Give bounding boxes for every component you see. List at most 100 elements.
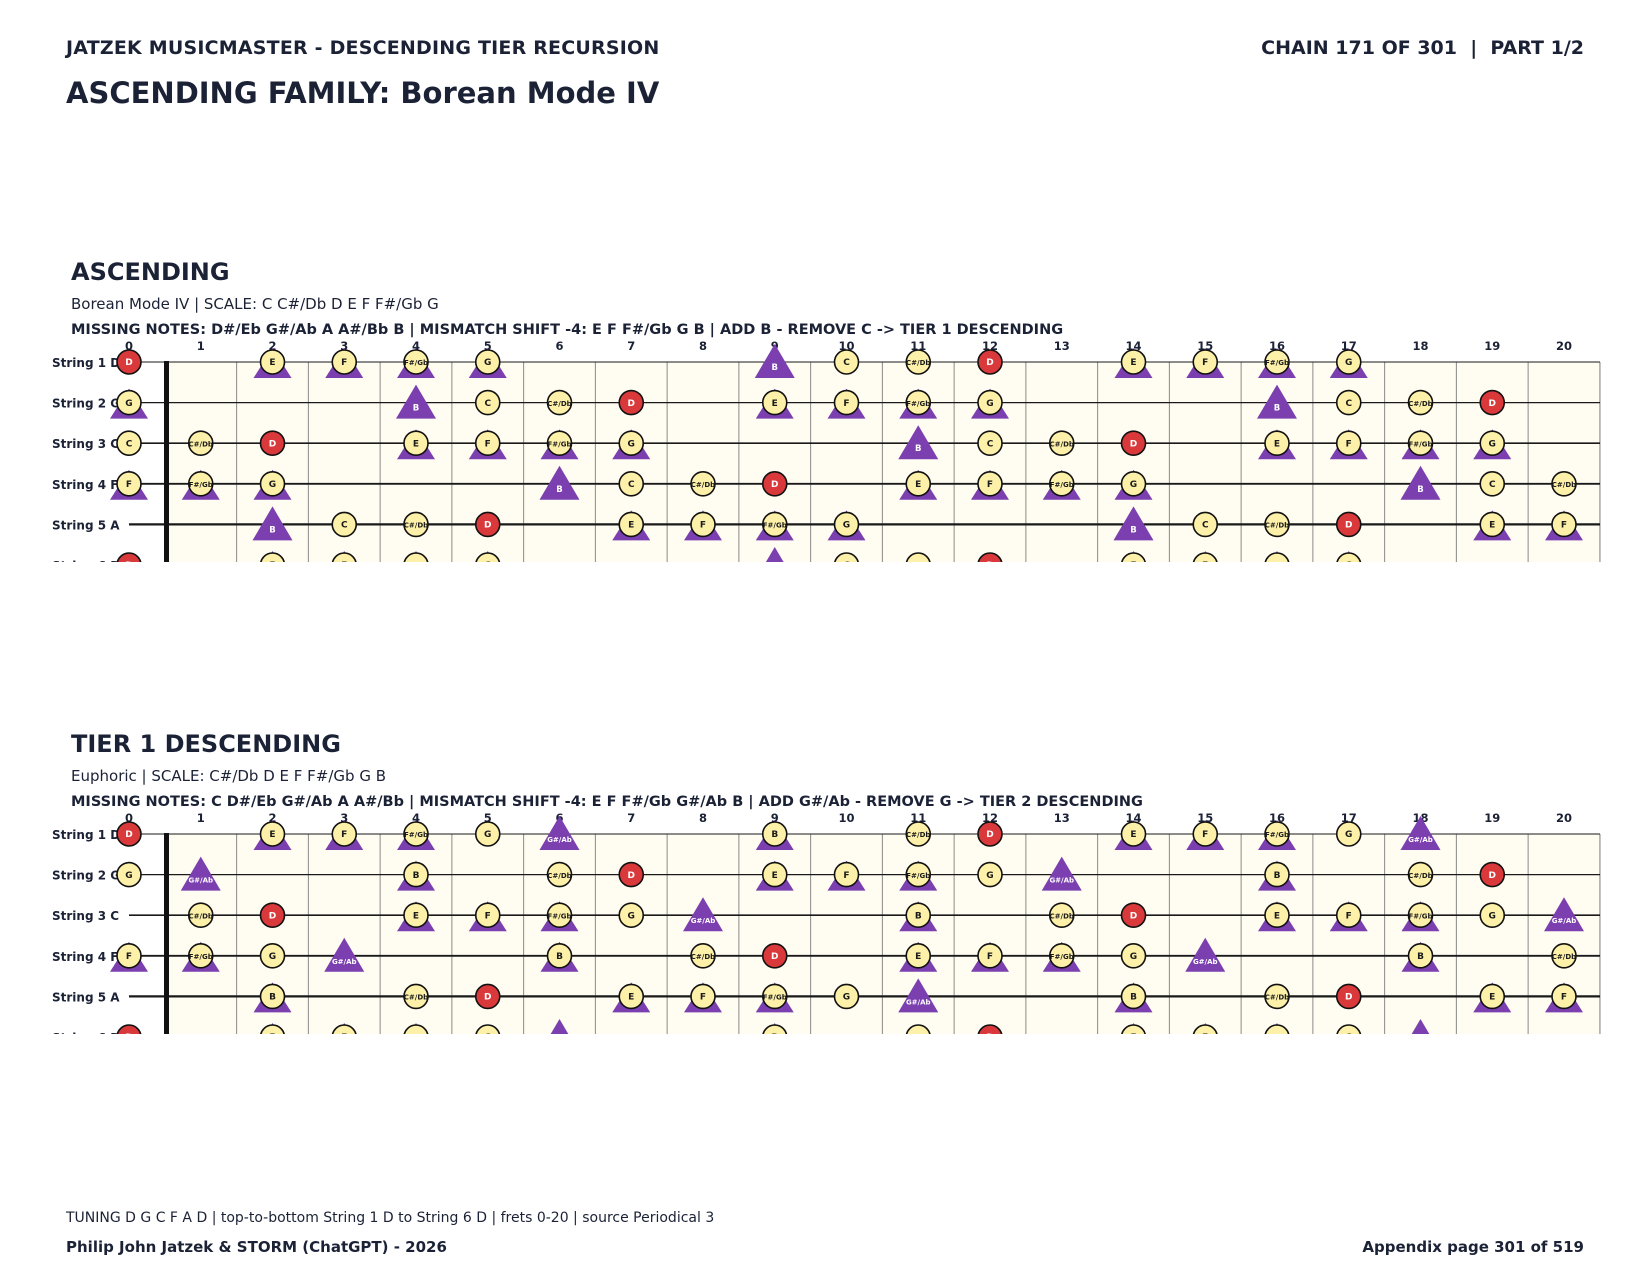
scale-note-marker <box>116 471 142 497</box>
scale-note-marker <box>690 943 716 969</box>
scale-note-marker <box>833 983 860 1010</box>
triangle-marker <box>1041 856 1082 891</box>
root-note-marker <box>259 430 286 456</box>
note-label: C#/Db <box>906 359 930 367</box>
fret-number: 12 <box>982 339 998 353</box>
note-label: C <box>987 439 994 449</box>
scale-note-marker <box>259 983 286 1010</box>
fret-number: 14 <box>1125 811 1141 825</box>
note-label: F#/Gb <box>548 912 572 920</box>
scale-note-marker <box>1192 511 1219 538</box>
scale-note-marker <box>187 943 214 969</box>
triangle-marker <box>683 897 723 932</box>
scale-note-marker <box>1264 1024 1290 1034</box>
scale-note-marker <box>1120 821 1147 847</box>
fret-number: 0 <box>125 811 133 825</box>
note-label: D <box>1345 993 1352 1003</box>
scale-note-marker <box>331 511 358 538</box>
nut <box>164 833 169 1034</box>
fret-number: 11 <box>910 811 926 825</box>
scale-note-marker <box>331 552 357 562</box>
note-label: D <box>771 480 778 490</box>
note-label: C <box>484 399 491 409</box>
triangle-marker <box>550 1019 569 1034</box>
scale-note-marker <box>1479 511 1506 538</box>
note-label: B <box>413 871 420 881</box>
fret-number: 6 <box>555 339 563 353</box>
note-label: F#/Gb <box>1050 481 1074 489</box>
scale-note-marker <box>1335 349 1362 375</box>
scale-note-marker <box>1551 943 1577 969</box>
note-label: D <box>986 1033 993 1034</box>
note-label: B <box>556 952 563 962</box>
note-label: F <box>987 952 993 962</box>
fret-number: 18 <box>1412 339 1428 353</box>
string-label: String 4 F <box>52 950 118 964</box>
root-note-marker <box>761 943 788 969</box>
note-label: D <box>484 993 491 1003</box>
note-label: D <box>771 952 778 962</box>
scale-note-marker <box>1479 430 1506 456</box>
fretboard-diagram: String 1 D String 2 G String 3 C String 4 F… <box>52 811 1601 1034</box>
scale-note-marker <box>403 821 429 847</box>
note-label: C <box>1345 399 1352 409</box>
scale-note-marker <box>1336 552 1362 562</box>
fret-number: 19 <box>1484 339 1500 353</box>
scale-note-marker <box>1336 1024 1362 1034</box>
triangle-note-label: B <box>915 444 921 454</box>
scale-note-marker <box>1192 349 1219 375</box>
fret-number: 17 <box>1341 811 1357 825</box>
scale-note-marker <box>977 430 1003 456</box>
fret-number: 4 <box>412 811 420 825</box>
note-label: F <box>1561 993 1567 1003</box>
fret-number: 17 <box>1341 339 1357 353</box>
note-label: E <box>1489 993 1495 1003</box>
note-label: G <box>484 358 491 368</box>
scale-note-marker <box>905 902 932 928</box>
triangle-note-label: B <box>1130 525 1136 535</box>
scale-note-marker <box>403 983 429 1010</box>
note-label: G <box>628 911 635 921</box>
note-label: G <box>269 952 276 962</box>
fret-number: 14 <box>1125 339 1141 353</box>
note-label: D <box>986 561 993 562</box>
triangle-note-label: B <box>772 363 778 373</box>
fret-number: 20 <box>1556 811 1572 825</box>
fret-number: 1 <box>197 811 205 825</box>
scale-note-marker <box>834 552 859 562</box>
triangle-note-label: G#/Ab <box>1049 877 1074 885</box>
scale-note-marker <box>905 389 932 416</box>
scale-note-marker <box>1264 430 1290 456</box>
root-note-marker <box>259 902 286 928</box>
scale-note-marker <box>403 861 429 888</box>
scale-note-marker <box>474 349 501 375</box>
root-note-marker <box>977 552 1003 562</box>
note-label: C#/Db <box>1408 872 1432 880</box>
root-note-marker <box>1120 902 1147 928</box>
note-label: G <box>484 1033 491 1034</box>
fret-number: 5 <box>484 811 492 825</box>
fret-number: 5 <box>484 339 492 353</box>
note-label: D <box>269 911 276 921</box>
scale-note-marker <box>1264 511 1290 538</box>
header-right: CHAIN 171 OF 301 | PART 1/2 <box>1261 37 1584 59</box>
scale-note-marker <box>116 430 142 456</box>
triangle-marker <box>539 816 580 850</box>
fret-number: 3 <box>340 339 348 353</box>
scale-note-marker <box>116 943 142 969</box>
fret-number: 8 <box>699 811 707 825</box>
note-label: C#/Db <box>404 522 428 530</box>
fret-number: 8 <box>699 339 707 353</box>
root-note-marker <box>618 861 645 888</box>
scale-note-marker <box>1048 471 1075 497</box>
note-label: F#/Gb <box>763 994 787 1002</box>
note-label: F <box>987 480 993 490</box>
note-label: F <box>700 521 706 531</box>
note-label: C <box>843 561 850 562</box>
note-label: F <box>843 871 849 881</box>
scale-note-marker <box>260 1024 285 1034</box>
scale-note-marker <box>618 902 645 928</box>
note-label: C#/Db <box>189 440 213 448</box>
section-title: ASCENDING <box>71 258 230 286</box>
root-note-marker <box>1479 861 1506 888</box>
